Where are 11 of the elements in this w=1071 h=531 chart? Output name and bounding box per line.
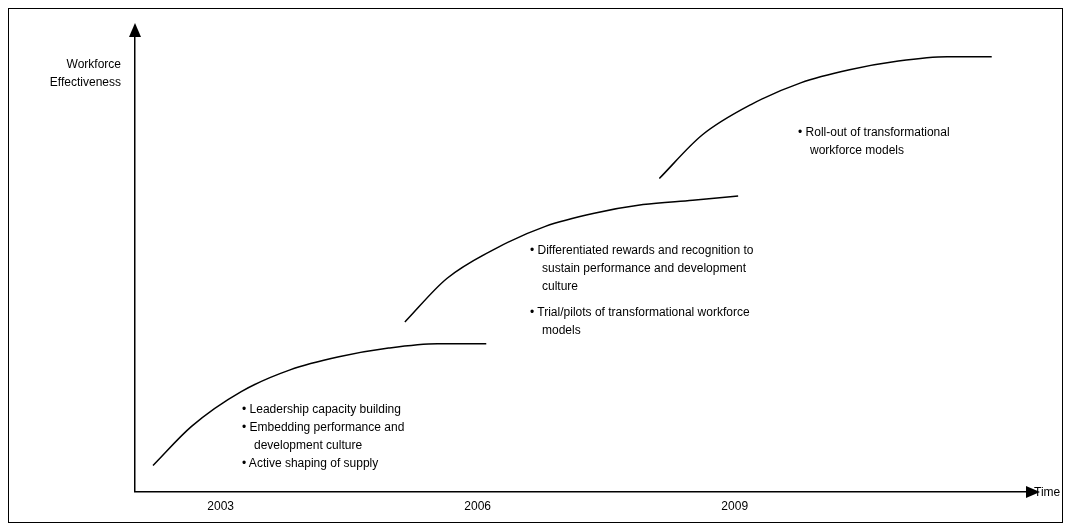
annotation: • Leadership capacity building	[242, 401, 402, 418]
x-tick-label: 2003	[207, 499, 235, 514]
annotation: • Roll-out of transformational workforce models	[798, 124, 951, 159]
x-axis-title: Time	[1034, 483, 1061, 501]
annotation: • Differentiated rewards and recognition to sustain performance and development culture	[530, 242, 754, 295]
x-tick-label: 2009	[721, 499, 749, 514]
annotation: • Trial/pilots of transformational workforce models	[530, 304, 751, 339]
annotation: • Embedding performance and development culture	[242, 419, 406, 454]
annotation: • Active shaping of supply	[242, 455, 380, 472]
x-tick-label: 2006	[464, 499, 492, 514]
y-axis-title: Workforce Effectiveness	[48, 56, 121, 91]
